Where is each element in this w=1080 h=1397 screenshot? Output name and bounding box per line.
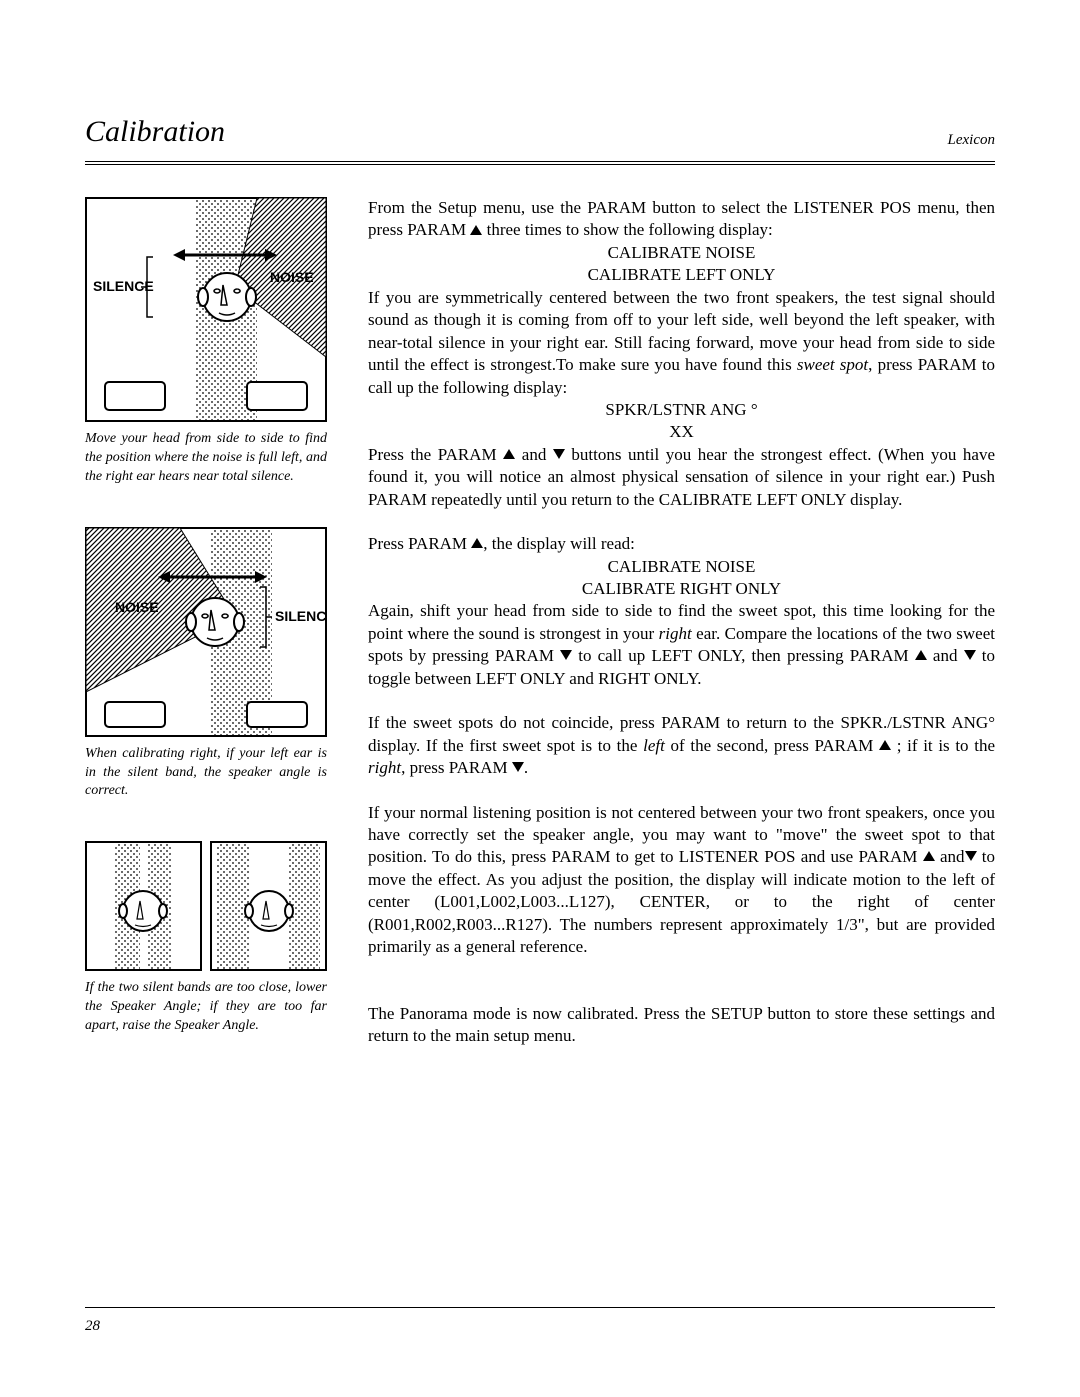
display-3-line-2: CALIBRATE RIGHT ONLY <box>368 578 995 600</box>
page-title: Calibration <box>85 115 225 149</box>
display-3-line-1: CALIBRATE NOISE <box>368 556 995 578</box>
display-2-line-2: XX <box>368 421 995 443</box>
triangle-down-icon <box>560 650 572 660</box>
para-2: If you are symmetrically centered betwee… <box>368 287 995 399</box>
figure-2-svg: NOISE SILENCE <box>85 527 327 737</box>
display-1-line-1: CALIBRATE NOISE <box>368 242 995 264</box>
triangle-down-icon <box>512 762 524 772</box>
figure-3-caption: If the two silent bands are too close, l… <box>85 979 327 1036</box>
page-footer: 28 <box>85 1307 995 1335</box>
triangle-up-icon <box>915 650 927 660</box>
fig1-noise-label: NOISE <box>270 269 314 285</box>
para-4: Press PARAM , the display will read: <box>368 533 995 555</box>
figure-3-svg <box>85 841 327 971</box>
triangle-down-icon <box>965 851 977 861</box>
brand-label: Lexicon <box>948 132 995 149</box>
page-content: SILENCE NOISE Move your head from side t… <box>85 197 995 1076</box>
main-text: From the Setup menu, use the PARAM butto… <box>368 197 995 1076</box>
triangle-up-icon <box>471 538 483 548</box>
para-7: If your normal listening position is not… <box>368 802 995 959</box>
page-number: 28 <box>85 1318 100 1334</box>
display-2-line-1: SPKR/LSTNR ANG ° <box>368 399 995 421</box>
figure-2-caption: When calibrating right, if your left ear… <box>85 745 327 802</box>
triangle-up-icon <box>923 851 935 861</box>
triangle-up-icon <box>879 740 891 750</box>
display-1-line-2: CALIBRATE LEFT ONLY <box>368 264 995 286</box>
fig2-silence-label: SILENCE <box>275 608 327 624</box>
triangle-up-icon <box>470 225 482 235</box>
para-5: Again, shift your head from side to side… <box>368 600 995 690</box>
para-3: Press the PARAM and buttons until you he… <box>368 444 995 511</box>
para-1: From the Setup menu, use the PARAM butto… <box>368 197 995 242</box>
figure-1-caption: Move your head from side to side to find… <box>85 430 327 487</box>
figure-1: SILENCE NOISE Move your head from side t… <box>85 197 340 487</box>
triangle-down-icon <box>553 449 565 459</box>
fig2-noise-label: NOISE <box>115 599 159 615</box>
sidebar: SILENCE NOISE Move your head from side t… <box>85 197 340 1076</box>
triangle-up-icon <box>503 449 515 459</box>
figure-3: If the two silent bands are too close, l… <box>85 841 340 1036</box>
figure-1-svg: SILENCE NOISE <box>85 197 327 422</box>
triangle-down-icon <box>964 650 976 660</box>
para-8: The Panorama mode is now calibrated. Pre… <box>368 1003 995 1048</box>
fig1-silence-label: SILENCE <box>93 278 154 294</box>
para-6: If the sweet spots do not coincide, pres… <box>368 712 995 779</box>
page-header: Calibration Lexicon <box>85 115 995 165</box>
figure-2: NOISE SILENCE When calibrating right, if… <box>85 527 340 802</box>
